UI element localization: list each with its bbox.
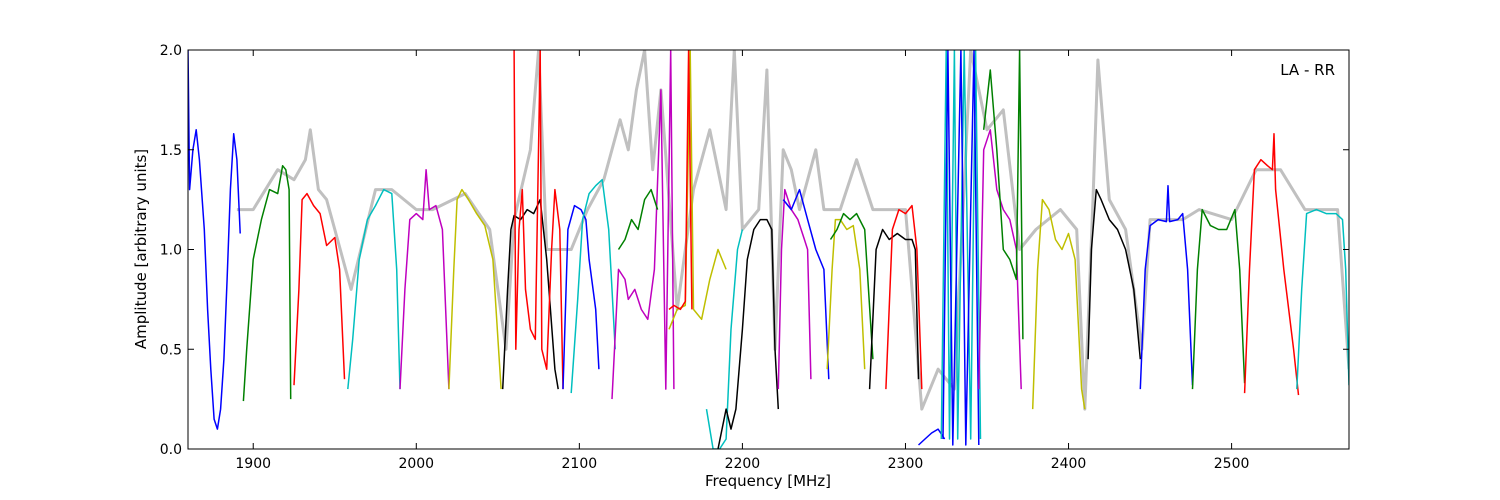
- series-line-31: [1191, 208, 1246, 390]
- series-line-17: [777, 188, 812, 390]
- series-line-1: [188, 50, 241, 430]
- x-tick-label: 1900: [235, 456, 271, 472]
- series-line-4: [347, 188, 401, 390]
- series-line-18: [782, 188, 830, 380]
- series-line-23: [917, 428, 946, 446]
- x-tick-label: 2500: [1214, 456, 1250, 472]
- series-line-24: [940, 50, 982, 440]
- y-tick-label: 2.0: [160, 43, 182, 59]
- series-line-29: [1087, 188, 1142, 360]
- series-line-15: [705, 229, 744, 449]
- series-line-14: [668, 50, 693, 311]
- x-axis-ticks: 1900 2000 2100 2200 2300 2400 2500: [235, 50, 1249, 472]
- series-line-27: [982, 50, 1024, 340]
- series-line-2: [242, 164, 292, 402]
- background-trace-layer: [236, 50, 1349, 411]
- x-tick-label: 2000: [398, 456, 434, 472]
- x-tick-label: 2100: [562, 456, 598, 472]
- y-tick-label: 1.0: [160, 243, 182, 259]
- chart-annotation: LA - RR: [1280, 61, 1335, 79]
- y-axis-label: Amplitude [arbitrary units]: [132, 149, 150, 349]
- y-axis-ticks: 0.0 0.5 1.0 1.5 2.0: [160, 43, 1349, 458]
- y-tick-label: 0.0: [160, 442, 182, 458]
- series-line-28: [1031, 198, 1086, 410]
- series-line-10: [570, 178, 616, 394]
- x-axis-label: Frequency [MHz]: [705, 472, 831, 490]
- series-line-12: [617, 188, 659, 250]
- series-line-30: [1139, 184, 1194, 390]
- series-line-21: [868, 228, 920, 390]
- background-trace: [236, 50, 1349, 411]
- series-line-5: [399, 168, 450, 390]
- x-tick-label: 2200: [725, 456, 761, 472]
- series-line-6: [448, 188, 502, 390]
- series-line-13: [668, 50, 727, 330]
- series-line-32: [1243, 133, 1300, 396]
- y-tick-label: 1.5: [160, 143, 182, 159]
- series-line-8: [513, 50, 564, 390]
- series-line-19: [826, 218, 866, 370]
- x-tick-label: 2300: [888, 456, 924, 472]
- series-layer: [188, 50, 1349, 449]
- series-line-20: [829, 212, 874, 360]
- series-line-11: [611, 50, 675, 400]
- series-line-22: [885, 204, 923, 390]
- series-line-3: [293, 192, 346, 386]
- series-line-33: [1296, 208, 1349, 390]
- x-tick-label: 2400: [1051, 456, 1087, 472]
- y-tick-label: 0.5: [160, 342, 182, 358]
- series-line-16: [717, 218, 780, 449]
